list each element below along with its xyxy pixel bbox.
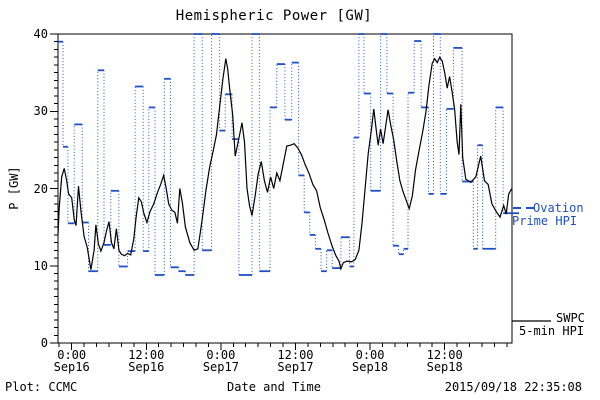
ovation-dash-key-icon bbox=[513, 207, 521, 209]
x-tick-label: 12:00 Sep16 bbox=[128, 348, 165, 374]
legend-ovation-line1: Ovation bbox=[533, 201, 584, 215]
legend-ovation-line2: Prime HPI bbox=[512, 214, 578, 228]
y-tick-label: 30 bbox=[33, 104, 48, 119]
x-tick-label: 12:00 Sep18 bbox=[426, 348, 463, 374]
legend-swpc-line1: SWPC bbox=[556, 311, 585, 325]
ovation-dash-key-icon bbox=[526, 207, 534, 209]
x-axis-label: Date and Time bbox=[227, 380, 321, 394]
y-tick-label: 20 bbox=[33, 181, 48, 196]
x-tick-label: 0:00 Sep18 bbox=[352, 348, 389, 374]
x-tick-label: 0:00 Sep16 bbox=[53, 348, 90, 374]
legend-swpc-line2: 5-min HPI bbox=[519, 324, 585, 338]
legend-swpc-5min-hpi: SWPC 5-min HPI bbox=[512, 312, 600, 340]
timestamp-text: 2015/09/18 22:35:08 bbox=[444, 380, 582, 394]
y-tick-label: 0 bbox=[40, 336, 48, 350]
y-tick-label: 10 bbox=[33, 258, 48, 273]
plot-source-text: Plot: CCMC bbox=[5, 380, 78, 394]
x-tick-label: 0:00 Sep17 bbox=[202, 348, 239, 374]
x-tick-label: 12:00 Sep17 bbox=[277, 348, 314, 374]
chart-title: Hemispheric Power [GW] bbox=[175, 8, 373, 24]
y-tick-label: 40 bbox=[33, 27, 48, 41]
legend-ovation-prime-hpi: Ovation Prime HPI bbox=[500, 202, 600, 230]
